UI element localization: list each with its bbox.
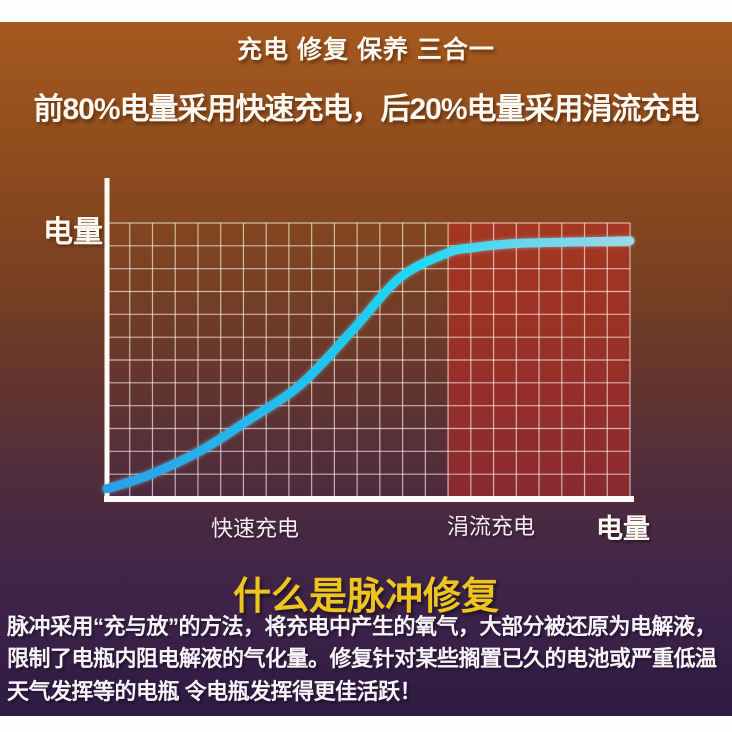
x-axis-label: 电量 <box>596 514 650 544</box>
pulse-section-heading: 什么是脉冲修复 <box>232 576 499 618</box>
paragraph-line: 限制了电瓶内阻电解液的气化量。修复针对某些搁置已久的电池或严重低温 <box>7 646 717 672</box>
top-white-strip <box>0 0 732 22</box>
page-subtitle: 前80%电量采用快速充电，后20%电量采用涓流充电 <box>33 93 699 126</box>
y-axis-label: 电量 <box>43 216 103 249</box>
pulse-paragraph: 脉冲采用“充与放”的方法，将充电中产生的氧气，大部分被还原为电解液， 限制了电瓶… <box>7 611 731 708</box>
paragraph-line: 天气发挥等的电瓶 令电瓶发挥得更佳活跃！ <box>7 678 422 704</box>
bottom-white-strip <box>0 716 732 732</box>
trickle-charge-label: 涓流充电 <box>447 514 536 539</box>
page-title: 充电 修复 保养 三合一 <box>237 36 495 64</box>
paragraph-line: 脉冲采用“充与放”的方法，将充电中产生的氧气，大部分被还原为电解液， <box>7 614 717 639</box>
fast-charge-label: 快速充电 <box>211 516 300 541</box>
